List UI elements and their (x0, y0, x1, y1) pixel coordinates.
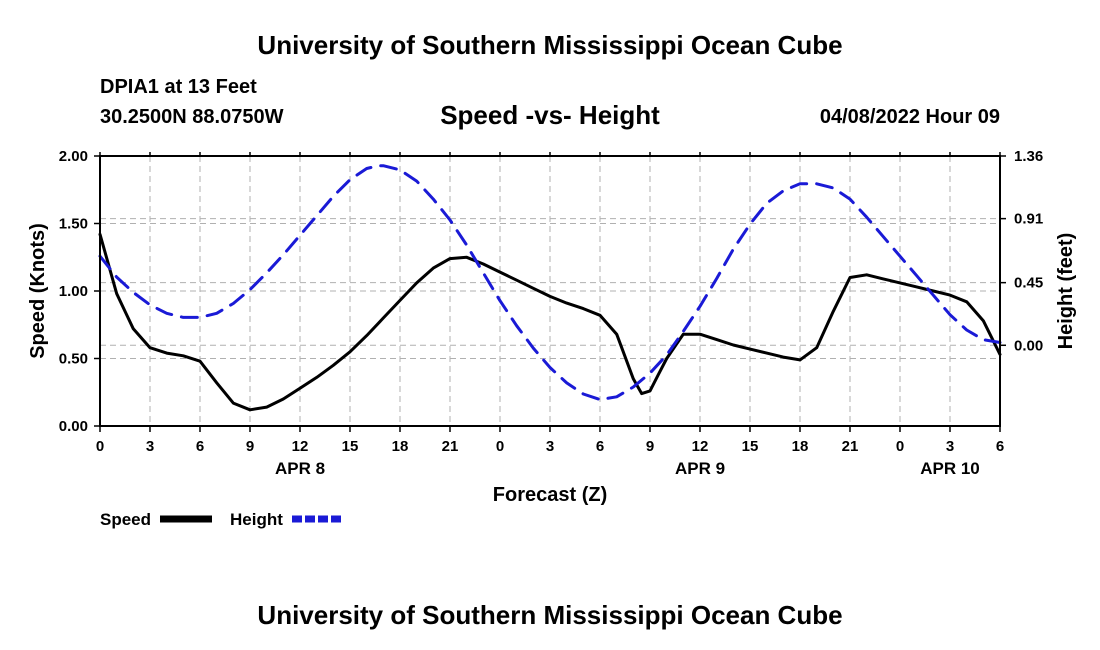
x-tick-label: 0 (96, 438, 104, 455)
station-label: DPIA1 at 13 Feet (100, 76, 257, 98)
chart-legend: Speed Height (100, 510, 342, 529)
y-axis-label: Speed (Knots) (27, 223, 49, 359)
date-label: APR 10 (920, 459, 980, 478)
chart-title: Speed -vs- Height (440, 100, 660, 130)
x-tick-label: 15 (742, 438, 759, 455)
y2-tick-label: 1.36 (1014, 148, 1043, 165)
x-tick-label: 6 (996, 438, 1004, 455)
x-tick-label: 12 (692, 438, 709, 455)
legend-label-height: Height (230, 510, 283, 529)
y2-tick-label: 0.45 (1014, 275, 1043, 292)
x-axis-label: Forecast (Z) (493, 484, 607, 506)
y-tick-label: 1.50 (59, 216, 88, 233)
series-line-speed (98, 232, 1002, 412)
chart-grid (100, 155, 1000, 426)
date-label: APR 8 (275, 459, 325, 478)
x-tick-label: 21 (842, 438, 859, 455)
legend-label-speed: Speed (100, 510, 151, 529)
chart-axes: 0 3 6 9 12 15 18 21 0 3 6 9 12 15 18 21 0 3 6 0.00 0.50 1.00 1… (59, 148, 1043, 478)
x-tick-label: 6 (196, 438, 204, 455)
x-tick-label: 12 (292, 438, 309, 455)
y-tick-label: 1.00 (59, 283, 88, 300)
x-tick-label: 3 (546, 438, 554, 455)
x-tick-label: 0 (496, 438, 504, 455)
chart-series (98, 164, 1002, 412)
y-tick-label: 0.00 (59, 418, 88, 435)
x-tick-label: 6 (596, 438, 604, 455)
x-tick-label: 18 (792, 438, 809, 455)
station-coordinates: 30.2500N 88.0750W (100, 106, 284, 128)
series-line-height (98, 164, 1002, 402)
date-label: APR 9 (675, 459, 725, 478)
x-tick-label: 0 (896, 438, 904, 455)
x-tick-label: 3 (146, 438, 154, 455)
y2-tick-label: 0.91 (1014, 211, 1043, 228)
x-tick-label: 18 (392, 438, 409, 455)
x-tick-label: 15 (342, 438, 359, 455)
x-tick-label: 9 (646, 438, 654, 455)
x-tick-label: 3 (946, 438, 954, 455)
y-tick-label: 2.00 (59, 148, 88, 165)
y2-axis-label: Height (feet) (1055, 233, 1077, 350)
page-title: University of Southern Mississippi Ocean… (257, 30, 843, 60)
x-tick-label: 21 (442, 438, 459, 455)
x-tick-label: 9 (246, 438, 254, 455)
footer-title: University of Southern Mississippi Ocean… (257, 600, 843, 630)
y2-tick-label: 0.00 (1014, 337, 1043, 354)
y-tick-label: 0.50 (59, 351, 88, 368)
forecast-date: 04/08/2022 Hour 09 (819, 106, 1000, 128)
